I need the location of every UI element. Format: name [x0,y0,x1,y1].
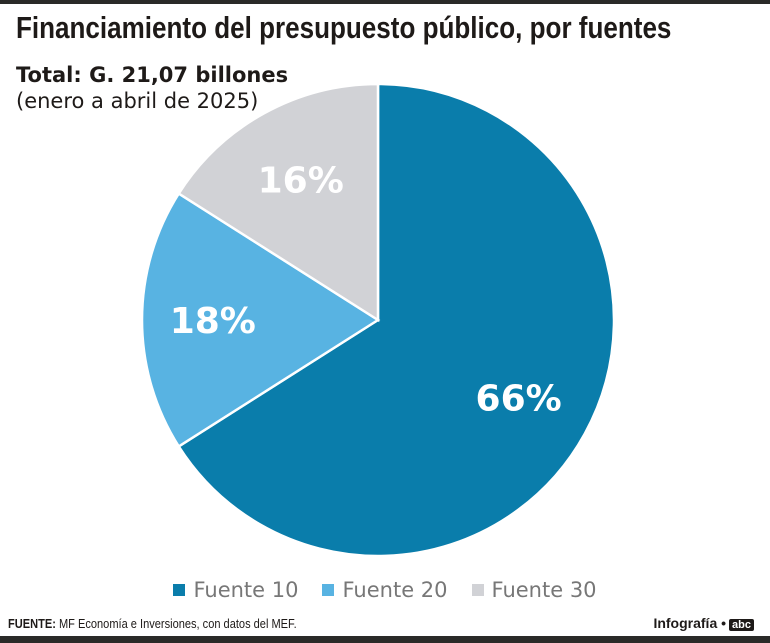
credit: Infografía • abc [653,615,754,631]
legend-item-fuente-30: Fuente 30 [471,578,597,602]
bottom-rule [0,636,770,643]
legend-item-fuente-10: Fuente 10 [173,578,298,602]
legend-label: Fuente 30 [491,578,597,602]
pie-slice-fuente-10 [177,82,616,558]
source-label: FUENTE: [8,616,56,631]
chart-title: Financiamiento del presupuesto público, … [16,10,672,45]
legend: Fuente 10 Fuente 20 Fuente 30 [0,578,770,602]
chart-subtitle: Total: G. 21,07 billones [16,63,289,87]
data-label: 66% [476,378,562,419]
data-label: 16% [258,160,344,201]
legend-item-fuente-20: Fuente 20 [322,578,448,602]
legend-swatch [173,584,186,596]
chart-period: (enero a abril de 2025) [16,89,259,113]
legend-swatch [322,584,335,596]
source-note: FUENTE: MF Economía e Inversiones, con d… [8,616,297,631]
legend-label: Fuente 20 [342,578,448,602]
pie-slice-fuente-20 [140,191,381,449]
abc-logo: abc [729,619,754,631]
data-label: 18% [170,301,256,342]
legend-label: Fuente 10 [193,578,299,602]
source-text: MF Economía e Inversiones, con datos del… [55,616,297,631]
top-rule [0,0,770,4]
pie-slice-fuente-30 [177,82,380,323]
credit-text: Infografía • [653,615,727,631]
legend-swatch [471,584,484,596]
